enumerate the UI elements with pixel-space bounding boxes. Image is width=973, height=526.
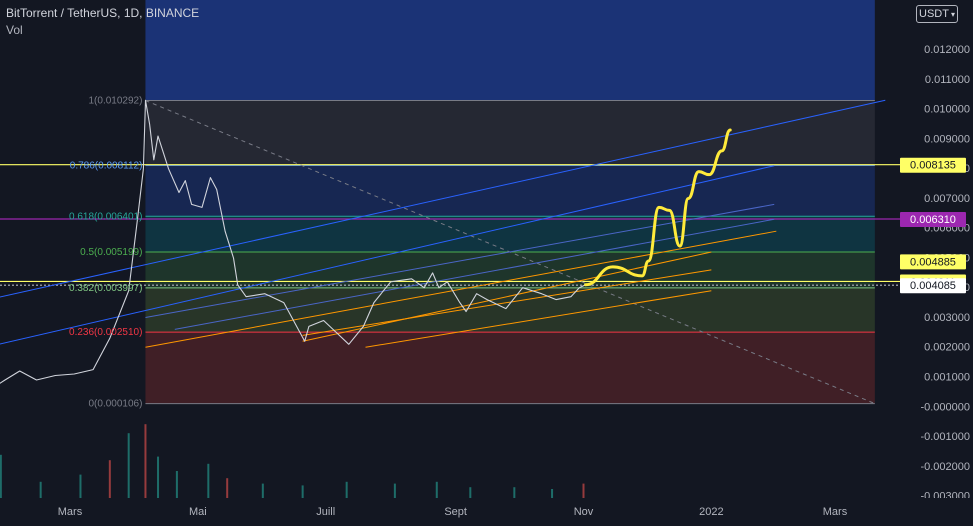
price-axis-bg: [900, 0, 973, 498]
price-tick-label: 0.009000: [924, 133, 970, 145]
fib-level-label: 0.786(0.008112): [70, 160, 143, 171]
volume-bar: [108, 460, 111, 498]
time-tick-label: Juill: [316, 506, 335, 518]
price-tag: [900, 278, 966, 294]
currency-button[interactable]: USDT ▾: [916, 5, 958, 23]
volume-bar: [301, 485, 304, 498]
time-tick-label: Mars: [58, 506, 83, 518]
price-line: [0, 99, 586, 384]
price-tag: [900, 157, 966, 173]
fib-zone: [145, 252, 875, 288]
fibonacci-labels: 1(0.010292) 0.786(0.008112) 0.618(0.006401…: [69, 96, 142, 410]
price-tag: [900, 254, 966, 270]
price-series: [0, 99, 732, 384]
price-axis[interactable]: 0.0120000.0110000.0100000.0090000.008000…: [900, 0, 973, 503]
price-tag-label: 0.004085: [910, 280, 956, 292]
price-tag-label: 0.008135: [910, 160, 956, 172]
volume-bar: [551, 489, 554, 498]
volume-bar: [226, 478, 229, 498]
price-tick-label: 0.003000: [924, 312, 970, 324]
price-tick-label: 0.012000: [924, 44, 970, 56]
volume-bars: [0, 424, 585, 498]
fib-level-label: 0.382(0.003997): [69, 283, 142, 294]
trend-line: [365, 290, 712, 348]
price-tick-label: 0.011000: [925, 74, 970, 86]
volume-label[interactable]: Vol: [6, 23, 23, 37]
chevron-down-icon: ▾: [950, 10, 955, 19]
currency-label: USDT: [919, 8, 949, 20]
fib-zone: [145, 165, 875, 217]
time-tick-label: 2022: [699, 506, 723, 518]
volume-bar: [157, 456, 160, 498]
volume-bar: [513, 487, 516, 498]
volume-bar: [435, 481, 438, 498]
time-tick-label: Mai: [189, 506, 207, 518]
time-tick-label: Sept: [444, 506, 467, 518]
trend-line: [0, 99, 886, 298]
price-tag-label: 0.006310: [910, 214, 956, 226]
time-axis-bg: [0, 498, 973, 526]
fib-level-label: 1(0.010292): [89, 96, 143, 107]
volume-bar: [127, 433, 130, 498]
symbol-title[interactable]: BitTorrent / TetherUS, 1D, BINANCE: [6, 6, 200, 20]
chart-legend: BitTorrent / TetherUS, 1D, BINANCE Vol: [6, 6, 199, 38]
volume-bar: [207, 463, 210, 498]
time-axis[interactable]: Mars Mai Juill Sept Nov 2022 Mars: [0, 498, 973, 526]
fib-level-label: 0.236(0.002510): [69, 327, 142, 338]
volume-bar: [345, 481, 348, 498]
fib-level-label: 0.618(0.006401): [69, 211, 142, 222]
trend-line: [0, 165, 775, 345]
price-tick-label: 0.010000: [924, 104, 970, 116]
volume-bar: [582, 483, 585, 498]
volume-bar: [39, 481, 42, 498]
fibonacci-zones: [145, 0, 875, 405]
price-tick-label: -0.002000: [920, 461, 970, 473]
fib-zone: [145, 100, 875, 166]
fib-level-label: 0.5(0.005199): [80, 247, 142, 258]
price-tick-label: 0.001000: [924, 372, 970, 384]
fib-zone: [145, 332, 875, 404]
volume-bar: [0, 454, 2, 498]
fib-zone-top: [145, 0, 875, 101]
drawing-lines: [0, 99, 900, 405]
price-tick-label: -0.001000: [920, 431, 970, 443]
volume-bar: [469, 487, 472, 498]
volume-bar: [175, 471, 178, 498]
price-tag-label: 0.004885: [910, 256, 956, 268]
volume-bar: [79, 474, 82, 498]
trend-line: [145, 230, 777, 348]
trend-line: [145, 203, 775, 318]
fib-level-label: 0(0.000106): [89, 399, 143, 410]
projection-line: [584, 128, 732, 287]
price-tick-label: 0.007000: [924, 193, 970, 205]
time-tick-label: Mars: [823, 506, 848, 518]
volume-bar: [261, 483, 264, 498]
fib-zone: [145, 216, 875, 253]
volume-bar: [144, 424, 147, 498]
time-tick-label: Nov: [574, 506, 594, 518]
trend-line: [174, 218, 775, 330]
price-tick-label: 0.002000: [924, 342, 970, 354]
fib-zone: [145, 287, 875, 333]
price-tag: [900, 211, 966, 227]
trend-line: [302, 269, 712, 336]
trend-line: [302, 251, 712, 342]
price-tick-label: -0.000000: [920, 401, 970, 413]
volume-bar: [393, 483, 396, 498]
